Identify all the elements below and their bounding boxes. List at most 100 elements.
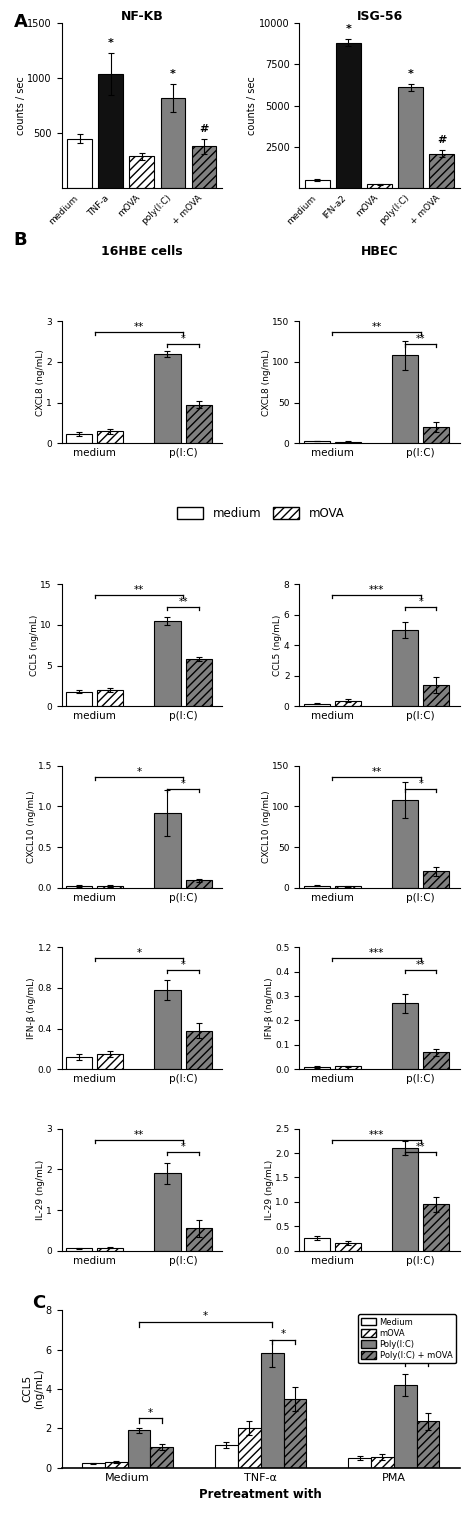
Text: **: **: [134, 1130, 144, 1139]
Bar: [97, 1054, 123, 1069]
Bar: [191, 146, 217, 189]
Y-axis label: CXCL8 (ng/mL): CXCL8 (ng/mL): [262, 348, 271, 415]
Y-axis label: CXCL8 (ng/mL): CXCL8 (ng/mL): [36, 348, 45, 415]
Bar: [283, 1399, 306, 1468]
Y-axis label: IFN-β (ng/mL): IFN-β (ng/mL): [27, 978, 36, 1039]
Bar: [186, 881, 212, 888]
Text: *: *: [181, 335, 185, 344]
Text: ***: ***: [369, 586, 384, 595]
Legend: Medium, mOVA, Poly(I:C), Poly(I:C) + mOVA: Medium, mOVA, Poly(I:C), Poly(I:C) + mOV…: [358, 1314, 456, 1363]
Bar: [303, 441, 329, 444]
Bar: [99, 73, 123, 189]
Text: ***: ***: [369, 948, 384, 958]
Bar: [336, 43, 361, 189]
Text: *: *: [380, 1335, 385, 1345]
Bar: [97, 430, 123, 444]
Bar: [423, 684, 449, 706]
Bar: [97, 1247, 123, 1250]
Text: *: *: [281, 1329, 286, 1338]
Bar: [155, 1173, 181, 1250]
Bar: [161, 97, 185, 189]
Y-axis label: counts / sec: counts / sec: [247, 76, 257, 135]
Bar: [392, 800, 418, 888]
Bar: [423, 1205, 449, 1250]
Bar: [305, 179, 330, 189]
Bar: [392, 356, 418, 444]
Text: *: *: [419, 598, 423, 607]
Text: *: *: [203, 1311, 208, 1322]
Bar: [335, 441, 361, 444]
Text: *: *: [137, 767, 141, 777]
Bar: [215, 1445, 238, 1468]
Bar: [97, 691, 123, 706]
Y-axis label: CXCL10 (ng/mL): CXCL10 (ng/mL): [262, 791, 271, 862]
Y-axis label: IL-29 (ng/mL): IL-29 (ng/mL): [36, 1159, 45, 1220]
Bar: [186, 405, 212, 444]
Bar: [392, 630, 418, 706]
Y-axis label: counts / sec: counts / sec: [16, 76, 26, 135]
Text: C: C: [32, 1294, 45, 1313]
Text: **: **: [178, 598, 188, 607]
Text: *: *: [419, 779, 423, 789]
Bar: [371, 1457, 394, 1468]
Y-axis label: CCL5 (ng/mL): CCL5 (ng/mL): [30, 614, 39, 675]
Bar: [335, 887, 361, 888]
Bar: [155, 621, 181, 706]
Bar: [186, 1229, 212, 1250]
Title: NF-KB: NF-KB: [120, 9, 163, 23]
Y-axis label: CCL5 (ng/mL): CCL5 (ng/mL): [273, 614, 283, 675]
Bar: [367, 184, 392, 189]
Legend: medium, mOVA: medium, mOVA: [177, 506, 344, 520]
Text: **: **: [416, 335, 426, 344]
Bar: [392, 1004, 418, 1069]
Bar: [335, 701, 361, 706]
Bar: [155, 812, 181, 888]
Bar: [238, 1428, 261, 1468]
Y-axis label: CCL5
(ng/mL): CCL5 (ng/mL): [23, 1369, 44, 1410]
Text: *: *: [181, 960, 185, 970]
Bar: [423, 872, 449, 888]
Bar: [429, 154, 454, 189]
Y-axis label: CXCL10 (ng/mL): CXCL10 (ng/mL): [27, 791, 36, 862]
Text: *: *: [170, 68, 176, 79]
Bar: [67, 138, 92, 189]
Bar: [128, 1430, 150, 1468]
Bar: [392, 1148, 418, 1250]
Text: **: **: [416, 960, 426, 970]
Bar: [303, 704, 329, 706]
Bar: [66, 1057, 92, 1069]
Text: **: **: [416, 1142, 426, 1151]
Text: B: B: [13, 231, 27, 248]
Text: #: #: [200, 123, 209, 134]
Bar: [335, 1066, 361, 1069]
Bar: [66, 1249, 92, 1250]
Bar: [66, 887, 92, 888]
Text: #: #: [437, 135, 447, 146]
Bar: [303, 1066, 329, 1069]
Bar: [155, 990, 181, 1069]
Text: A: A: [13, 12, 27, 30]
Text: *: *: [408, 68, 413, 79]
Bar: [105, 1462, 128, 1468]
Bar: [423, 1053, 449, 1069]
Bar: [97, 887, 123, 888]
Text: ***: ***: [369, 1130, 384, 1139]
Bar: [303, 885, 329, 888]
Bar: [348, 1459, 371, 1468]
Bar: [155, 354, 181, 444]
Bar: [66, 435, 92, 444]
Bar: [261, 1354, 283, 1468]
Text: *: *: [137, 948, 141, 958]
Text: **: **: [134, 586, 144, 595]
Text: *: *: [148, 1408, 153, 1418]
Bar: [303, 1238, 329, 1250]
Text: **: **: [371, 767, 382, 777]
Text: **: **: [371, 322, 382, 332]
Y-axis label: IL-29 (ng/mL): IL-29 (ng/mL): [265, 1159, 274, 1220]
Bar: [129, 157, 155, 189]
Bar: [398, 87, 423, 189]
Bar: [66, 692, 92, 706]
Text: *: *: [414, 1351, 419, 1361]
Bar: [394, 1386, 417, 1468]
Text: HBEC: HBEC: [361, 245, 398, 257]
